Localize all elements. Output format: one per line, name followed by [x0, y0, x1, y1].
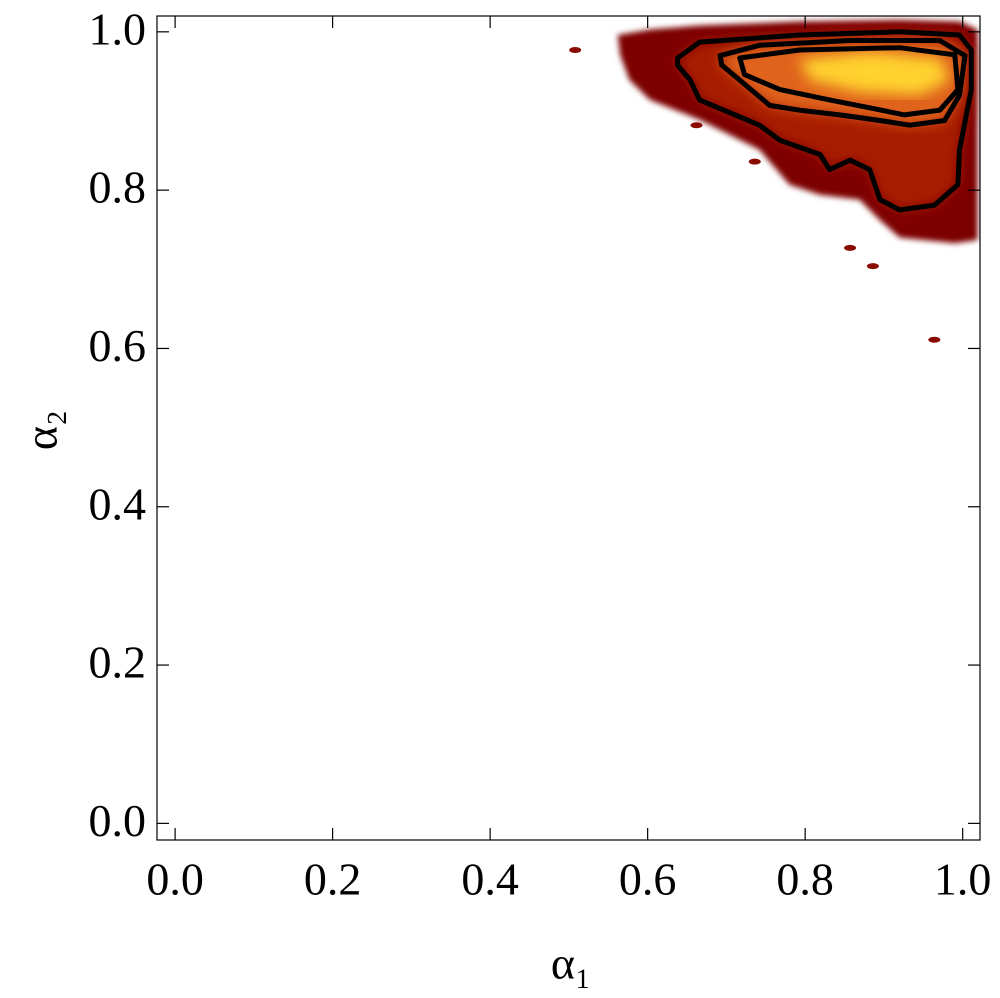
- x-tick-label: 0.6: [619, 854, 677, 905]
- density-speck: [748, 158, 761, 165]
- density-region: [799, 51, 951, 96]
- y-tick-label: 0.2: [89, 637, 147, 688]
- y-tick-label: 1.0: [89, 3, 147, 54]
- y-tick-label: 0.6: [89, 320, 147, 371]
- contour-line: [737, 45, 961, 118]
- density-speck: [690, 122, 703, 129]
- contour-line: [717, 38, 968, 128]
- y-tick-label: 0.0: [89, 795, 147, 846]
- density-speck: [928, 336, 941, 343]
- x-tick-label: 0.0: [146, 854, 204, 905]
- density-speck: [866, 263, 879, 270]
- contour-line: [675, 29, 974, 213]
- density-speck: [569, 47, 582, 54]
- x-tick-label: 0.2: [304, 854, 362, 905]
- frame: [156, 15, 981, 841]
- y-axis-label: α₂: [16, 410, 67, 450]
- x-axis-label: α₁: [551, 938, 591, 989]
- x-tick-label: 1.0: [934, 854, 992, 905]
- y-tick-label: 0.8: [89, 162, 147, 213]
- y-tick-label: 0.4: [89, 478, 147, 529]
- plot-area: [569, 20, 978, 343]
- density-speck: [844, 244, 857, 251]
- x-tick-label: 0.4: [461, 854, 519, 905]
- x-tick-label: 0.8: [776, 854, 834, 905]
